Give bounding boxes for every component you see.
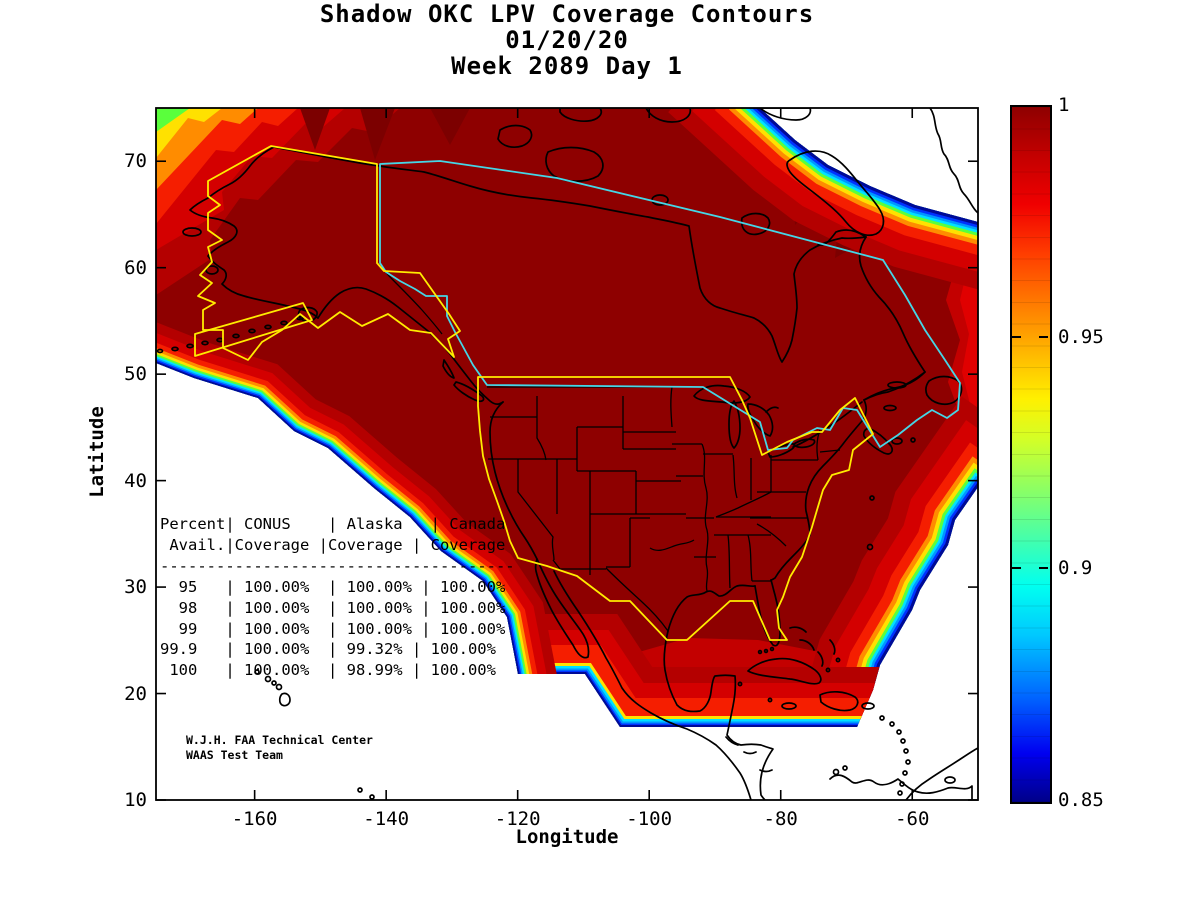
coverage-table-line: Percent| CONUS | Alaska | Canada	[160, 515, 506, 533]
coverage-table-line: Avail.|Coverage |Coverage | Coverage	[160, 535, 506, 554]
plot-frame	[155, 107, 979, 801]
plot-title-line2: 01/20/20	[505, 26, 629, 54]
coverage-table-line: 98 | 100.00% | 100.00% | 100.00%	[160, 598, 506, 617]
colorbar-tick-label: 0.85	[1058, 789, 1104, 811]
attribution-line1: W.J.H. FAA Technical Center	[186, 733, 373, 747]
plot-title-line1: Shadow OKC LPV Coverage Contours	[319, 0, 815, 28]
plot-title: Shadow OKC LPV Coverage Contours 01/20/2…	[156, 1, 978, 79]
attribution-text: W.J.H. FAA Technical Center WAAS Test Te…	[186, 733, 373, 763]
coastlines-layer	[156, 108, 978, 800]
y-tick-label: 10	[124, 789, 147, 811]
coverage-table-line: 95 | 100.00% | 100.00% | 100.00%	[160, 577, 506, 596]
x-tick-label: -100	[626, 808, 673, 830]
colorbar	[1010, 105, 1052, 804]
x-tick-label: -60	[895, 808, 930, 830]
state-borders-layer	[379, 190, 841, 632]
coverage-statistics-table: Percent| CONUS | Alaska | Canada Avail.|…	[160, 514, 515, 681]
map-layers	[156, 108, 978, 800]
coverage-table-line: 99 | 100.00% | 100.00% | 100.00%	[160, 619, 506, 638]
x-tick-label: -120	[494, 808, 541, 830]
coverage-region	[156, 108, 978, 727]
x-axis-label: Longitude	[515, 826, 619, 848]
y-tick-label: 40	[124, 469, 147, 492]
coverage-table-line: 100 | 100.00% | 98.99% | 100.00%	[160, 661, 496, 680]
colorbar-band-lines	[1012, 107, 1050, 802]
y-tick-label: 30	[124, 576, 147, 599]
x-tick-label: -160	[231, 808, 278, 830]
colorbar-tick-mark	[1039, 335, 1048, 338]
x-tick-label: -140	[363, 808, 410, 830]
attribution-line2: WAAS Test Team	[186, 748, 283, 762]
y-tick-label: 20	[124, 682, 147, 705]
x-tick-label: -80	[763, 808, 798, 830]
y-tick-label: 50	[124, 363, 147, 386]
coverage-table-line: 99.9 | 100.00% | 99.32% | 100.00%	[160, 640, 496, 659]
colorbar-tick-mark	[1039, 567, 1048, 570]
conus-alaska-service-boundary	[194, 145, 874, 641]
colorbar-tick-mark	[1012, 335, 1021, 338]
colorbar-tick-mark	[1012, 567, 1021, 570]
y-tick-label: 70	[124, 150, 147, 173]
plot-title-line3: Week 2089 Day 1	[451, 52, 683, 80]
axis-tick-marks	[156, 108, 978, 801]
colorbar-tick-label: 0.9	[1058, 557, 1093, 580]
colorbar-tick-label: 0.95	[1058, 325, 1104, 348]
colorbar-tick-label: 1	[1058, 94, 1070, 116]
canada-service-boundary	[379, 160, 961, 451]
coverage-table-line: --------------------------------------	[160, 556, 515, 575]
y-tick-label: 60	[124, 256, 147, 279]
